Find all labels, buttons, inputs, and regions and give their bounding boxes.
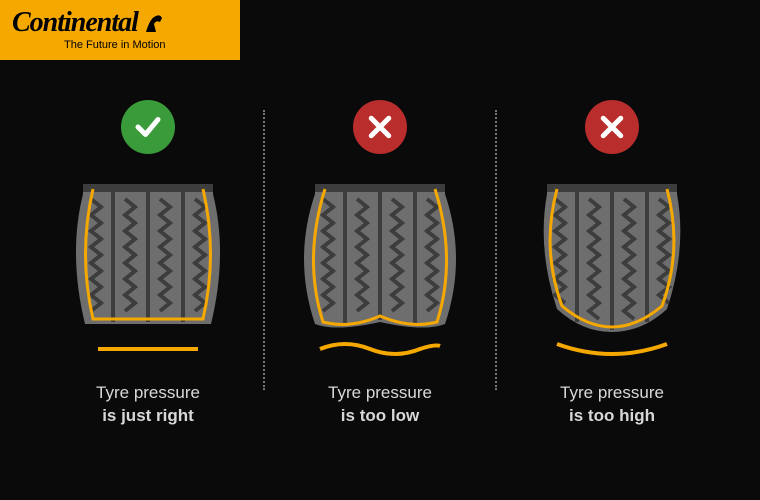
caption-line1: Tyre pressure — [96, 383, 200, 402]
cross-icon — [585, 100, 639, 154]
check-icon — [121, 100, 175, 154]
caption-low: Tyre pressure is too low — [328, 382, 432, 428]
tyre-diagram-right — [63, 174, 233, 364]
panels-row: Tyre pressure is just right — [0, 100, 760, 428]
tyre-diagram-low — [295, 174, 465, 364]
caption-line2: is too low — [328, 405, 432, 428]
tyre-diagram-high — [527, 174, 697, 364]
brand-logo-bar: Continental The Future in Motion — [0, 0, 240, 60]
caption-high: Tyre pressure is too high — [560, 382, 664, 428]
brand-text: Continental — [12, 9, 138, 37]
brand-tagline: The Future in Motion — [64, 39, 240, 51]
caption-line2: is just right — [96, 405, 200, 428]
horse-icon — [142, 12, 168, 34]
panel-too-low: Tyre pressure is too low — [265, 100, 495, 428]
panel-too-high: Tyre pressure is too high — [497, 100, 727, 428]
caption-line1: Tyre pressure — [560, 383, 664, 402]
caption-right: Tyre pressure is just right — [96, 382, 200, 428]
caption-line1: Tyre pressure — [328, 383, 432, 402]
caption-line2: is too high — [560, 405, 664, 428]
panel-just-right: Tyre pressure is just right — [33, 100, 263, 428]
brand-name: Continental — [12, 9, 240, 37]
cross-icon — [353, 100, 407, 154]
